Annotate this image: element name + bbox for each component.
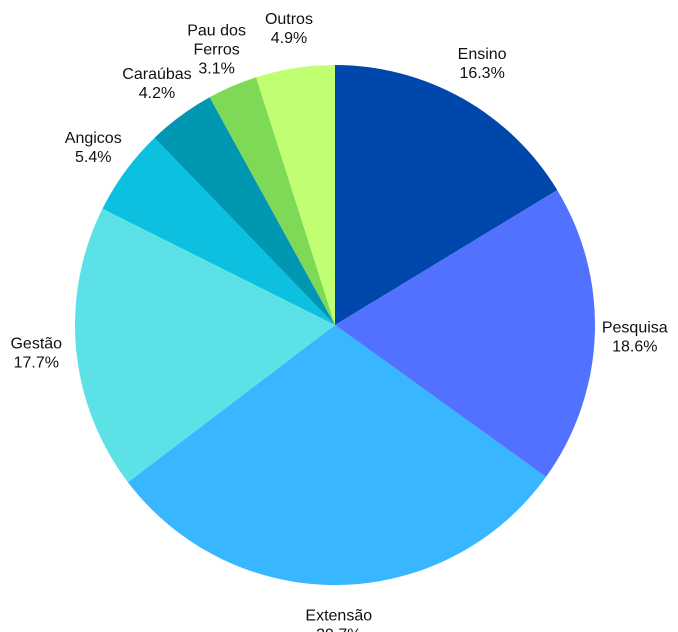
slice-label-5: Caraúbas 4.2% (122, 66, 191, 102)
slice-name-label-6: Ferros (193, 41, 239, 58)
slice-label-4: Angicos 5.4% (65, 130, 122, 166)
labels-layer: Ensino 16.3% Pesquisa 18.6% Extensão 29.7% Ges… (10, 11, 667, 632)
slice-name-label-7: Outros (265, 11, 313, 28)
slice-value-label-3: 17.7% (14, 354, 59, 371)
slices-layer (75, 65, 595, 585)
pie-slice-5 (154, 97, 335, 325)
slice-value-label-4: 5.4% (75, 149, 111, 166)
slice-name-label-0: Ensino (458, 46, 507, 63)
slice-label-2: Extensão 29.7% (305, 607, 372, 632)
slice-label-1: Pesquisa 18.6% (602, 319, 668, 355)
slice-name-label-5: Caraúbas (122, 66, 191, 83)
pie-slice-2 (127, 325, 546, 585)
slice-value-label-6: 3.1% (198, 60, 234, 77)
slice-label-6: Pau dos Ferros 3.1% (187, 22, 246, 77)
slice-name-label-6: Pau dos (187, 22, 246, 39)
pie-slice-4 (102, 137, 336, 325)
slice-value-label-2: 29.7% (316, 626, 361, 632)
slice-name-label-2: Extensão (305, 607, 372, 624)
slice-value-label-7: 4.9% (271, 30, 307, 47)
pie-slice-7 (256, 65, 335, 325)
pie-slice-6 (209, 77, 335, 325)
slice-label-3: Gestão 17.7% (10, 335, 62, 371)
slice-name-label-1: Pesquisa (602, 319, 668, 336)
slice-value-label-0: 16.3% (459, 65, 504, 82)
pie-slice-1 (335, 190, 595, 477)
slice-value-label-1: 18.6% (612, 338, 657, 355)
slice-value-label-5: 4.2% (139, 85, 175, 102)
slice-label-7: Outros 4.9% (265, 11, 313, 47)
slice-label-0: Ensino 16.3% (458, 46, 507, 82)
slice-name-label-4: Angicos (65, 130, 122, 147)
slice-name-label-3: Gestão (10, 335, 62, 352)
pie-slice-3 (75, 208, 336, 483)
pie-slice-0 (335, 65, 558, 325)
